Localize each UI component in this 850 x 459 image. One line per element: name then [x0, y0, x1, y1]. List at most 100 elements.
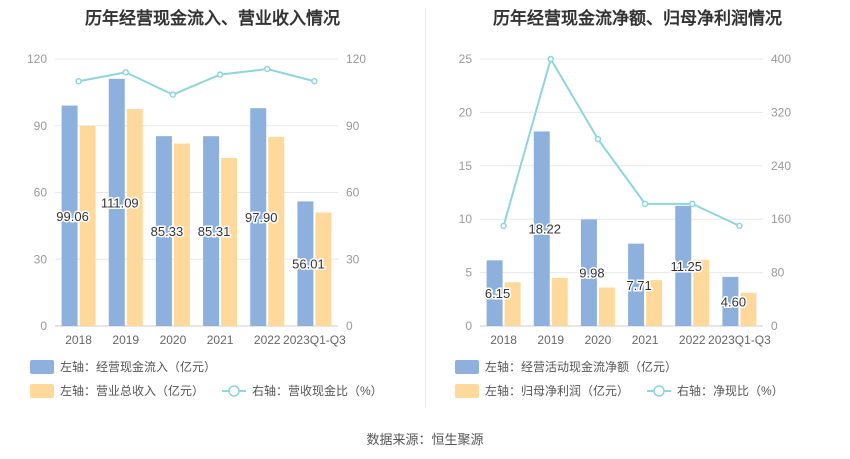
c1-bar-s2 [79, 125, 96, 326]
x-tick-label: 2022 [679, 333, 706, 347]
left-tick-label: 0 [465, 319, 472, 333]
c1-ratio-line [78, 67, 315, 96]
left-tick-label: 20 [459, 105, 473, 119]
right-tick-label: 0 [771, 319, 778, 333]
c2-bar-s1 [722, 276, 739, 326]
left-tick-label: 60 [34, 186, 48, 200]
c1-legend-label: 右轴：营收现金比（%） [252, 383, 383, 398]
c1-bar-s1 [61, 105, 78, 327]
x-tick-label: 2021 [632, 333, 659, 347]
c2-ratio-point [594, 135, 602, 143]
c1-data-label: 85.33 [151, 224, 184, 239]
c1-legend-label: 左轴：营业总收入（亿元） [60, 383, 204, 398]
c1-bar-s2 [126, 109, 143, 326]
c2-ratio-point [641, 200, 649, 208]
x-tick-label: 2018 [65, 333, 92, 347]
x-tick-label: 2021 [207, 333, 234, 347]
c1-bar-s1 [155, 136, 172, 326]
c1-bar-s1 [297, 201, 314, 326]
c2-bar-s2 [740, 292, 757, 326]
c2-bar-s2 [551, 277, 568, 326]
right-tick-label: 320 [771, 105, 791, 119]
c1-ratio-point [216, 71, 224, 78]
c2-ratio-point [689, 200, 696, 208]
c1-bar-s2 [173, 143, 190, 326]
c1-data-label: 97.90 [245, 210, 278, 225]
right-tick-label: 120 [346, 52, 366, 66]
right-tick-label: 240 [771, 159, 791, 173]
c1-data-label: 85.31 [198, 224, 231, 239]
x-tick-label: 2019 [537, 333, 564, 347]
c1-bar-s2 [221, 158, 238, 326]
right-tick-label: 30 [346, 252, 360, 266]
left-tick-label: 15 [459, 159, 473, 173]
c2-bar-s2 [598, 287, 615, 326]
c1-ratio-point [311, 78, 318, 85]
c2-data-label: 11.25 [670, 259, 702, 274]
right-tick-label: 90 [346, 119, 360, 133]
chart2-title: 历年经营现金流净额、归母净利润情况 [493, 9, 782, 28]
left-tick-label: 30 [34, 252, 48, 266]
c1-legend-label: 左轴：经营现金流入（亿元） [60, 359, 216, 374]
c2-bar-s2 [693, 259, 710, 326]
c1-data-label: 111.09 [101, 195, 139, 210]
c1-ratio-point [169, 91, 177, 98]
chart2-svg: 0 5 10 15 20 25 0 80 160 240 320 400 2018 2019 2020 202… [455, 52, 791, 398]
right-tick-label: 160 [771, 212, 791, 226]
right-tick-label: 80 [771, 266, 785, 280]
c2-bar-s1 [628, 243, 645, 326]
c1-ratio-point [75, 78, 82, 85]
c2-ratio-line [502, 56, 740, 227]
c2-bar-s1 [580, 219, 597, 326]
c2-legend-label: 左轴：经营活动现金流净额（亿元） [485, 359, 677, 374]
right-tick-label: 0 [346, 319, 353, 333]
c2-data-label: 6.15 [485, 286, 510, 301]
c2-bar-s1 [486, 260, 503, 326]
right-tick-label: 400 [771, 52, 791, 66]
c2-legend-label: 左轴：归母净利润（亿元） [485, 383, 629, 398]
c2-data-label: 4.60 [721, 294, 746, 309]
c2-bar-s2 [504, 282, 521, 326]
c2-ratio-point [547, 55, 554, 63]
c2-data-label: 18.22 [528, 222, 561, 237]
c1-data-label: 99.06 [56, 209, 89, 224]
c1-data-label: 56.01 [292, 257, 325, 272]
left-tick-label: 0 [40, 319, 47, 333]
c1-ratio-point [264, 65, 271, 73]
left-tick-label: 10 [459, 212, 473, 226]
c1-bar-s1 [203, 136, 220, 326]
c1-legend-swatch [30, 384, 54, 398]
c2-ratio-point [500, 222, 507, 230]
x-tick-label: 2022 [254, 333, 281, 347]
c2-data-label: 9.98 [579, 266, 604, 281]
c2-bar-s1 [675, 205, 692, 326]
c1-bar-s1 [250, 108, 267, 326]
c1-bar-s2 [268, 136, 285, 326]
x-tick-label: 2023Q1-Q3 [283, 333, 346, 347]
x-tick-label: 2019 [112, 333, 139, 347]
chart1-svg: 0 30 60 90 120 0 30 60 90 120 2018 2019 2020 2021 2022… [27, 52, 383, 398]
c1-ratio-point [122, 69, 129, 76]
c2-ratio-point [736, 222, 743, 230]
left-tick-label: 25 [459, 52, 473, 66]
c2-legend-swatch [455, 360, 479, 374]
left-tick-label: 90 [34, 119, 48, 133]
c2-legend-swatch [455, 384, 479, 398]
x-tick-label: 2018 [490, 333, 517, 347]
right-tick-label: 60 [346, 186, 360, 200]
c2-data-label: 7.71 [626, 278, 651, 293]
x-tick-label: 2020 [160, 333, 187, 347]
panel-divider [425, 8, 426, 408]
left-tick-label: 120 [27, 52, 47, 66]
x-tick-label: 2020 [585, 333, 612, 347]
x-tick-label: 2023Q1-Q3 [708, 333, 771, 347]
c2-legend-label: 右轴：净现比（%） [677, 383, 784, 398]
c1-bar-s2 [315, 212, 332, 326]
c2-legend-marker [653, 385, 665, 397]
chart1-title: 历年经营现金流入、营业收入情况 [85, 9, 340, 28]
c1-bar-s1 [108, 78, 125, 326]
c2-bar-s2 [646, 280, 663, 326]
data-source: 数据来源：恒生聚源 [366, 432, 484, 447]
left-tick-label: 5 [465, 266, 472, 280]
c2-bar-s1 [533, 131, 550, 326]
